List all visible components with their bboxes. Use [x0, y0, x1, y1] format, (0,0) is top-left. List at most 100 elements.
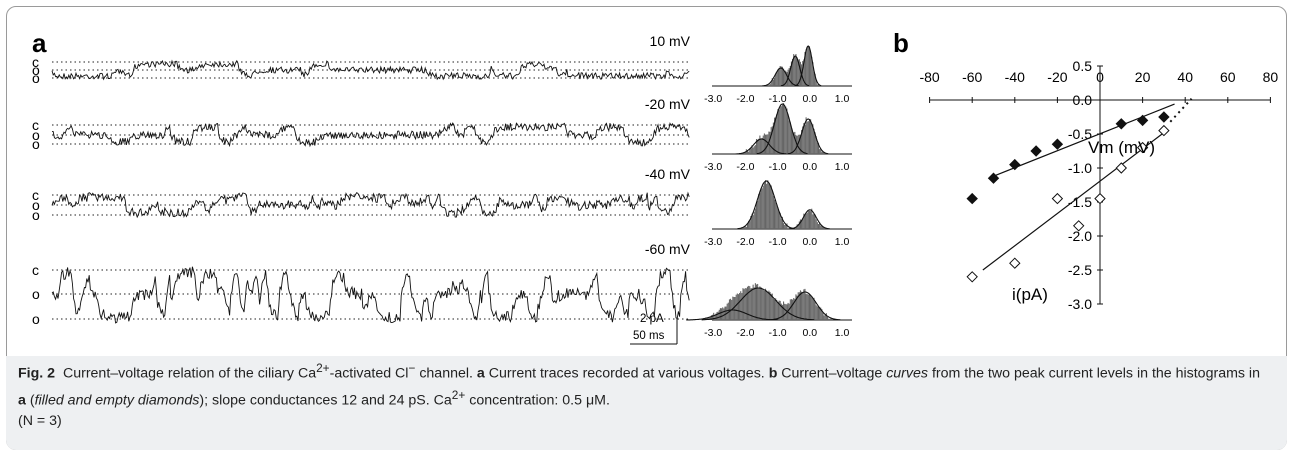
filled-diamond-point: [966, 192, 978, 205]
gaussian-fit: [756, 103, 808, 155]
scale-bar-current: 2 pA: [640, 313, 664, 325]
caption-text: (N = 3): [18, 413, 62, 430]
caption-text: channel.: [415, 365, 477, 382]
filled-diamond-point: [1136, 114, 1149, 127]
caption-text: Current traces recorded at various volta…: [484, 365, 769, 382]
histogram-tick-label: -3.0: [704, 236, 722, 248]
histogram-tick-label: -2.0: [736, 93, 754, 105]
histogram-tick-label: -1.0: [769, 161, 787, 173]
level-label: o: [32, 127, 40, 143]
filled-diamond-point: [1115, 118, 1128, 130]
gaussian-fit: [787, 118, 829, 155]
y-tick-label: -1.5: [1068, 194, 1092, 210]
current-trace: [51, 122, 690, 148]
empty-diamond-point: [1094, 192, 1106, 205]
level-label: o: [32, 207, 40, 223]
histogram-tick-label: -3.0: [704, 93, 722, 105]
caption-italic: curves: [886, 365, 928, 382]
x-tick-label: -60: [962, 69, 982, 85]
histogram-tick-label: -1.0: [769, 93, 787, 105]
y-tick-label: -1.0: [1068, 160, 1092, 176]
empty-diamond-point: [966, 271, 978, 283]
histogram-tick-label: 1.0: [835, 327, 850, 339]
y-tick-label: -3.0: [1068, 296, 1092, 312]
level-label: c: [32, 262, 39, 278]
empty-diamond-point: [1158, 124, 1170, 137]
x-tick-label: 20: [1135, 69, 1151, 85]
histogram-tick-label: 1.0: [835, 236, 850, 248]
filled-diamond-point: [1009, 158, 1021, 171]
trace-voltage-label: -60 mV: [645, 241, 691, 257]
caption-text: Current–voltage: [777, 365, 887, 382]
x-tick-label: -80: [919, 69, 939, 85]
level-label: o: [32, 136, 40, 152]
filled-diamond-point: [1030, 145, 1042, 157]
histogram-tick-label: 0.0: [802, 236, 817, 248]
caption-panel-ref: b: [768, 365, 778, 382]
gaussian-fit: [735, 138, 787, 155]
y-tick-label: 0.0: [1073, 92, 1093, 108]
caption-sup: 2+: [316, 361, 330, 375]
caption-italic: filled and empty diamonds: [34, 392, 200, 409]
y-tick-label: 0.5: [1073, 58, 1093, 74]
caption-text: -activated Cl: [329, 365, 409, 382]
gaussian-fit: [686, 309, 779, 321]
filled-diamond-point: [1051, 138, 1064, 150]
x-tick-label: 40: [1177, 69, 1193, 85]
level-label: c: [32, 54, 39, 70]
histogram-tick-label: -2.0: [736, 236, 754, 248]
level-label: c: [32, 117, 39, 133]
x-tick-label: 80: [1263, 69, 1279, 85]
caption-text: concentration: 0.5 μM.: [465, 392, 610, 409]
gaussian-fit: [737, 180, 795, 230]
caption-text: (: [25, 392, 35, 409]
trace-voltage-label: -40 mV: [645, 166, 691, 182]
x-tick-label: -40: [1005, 69, 1025, 85]
level-label: o: [32, 286, 40, 302]
fig-label: Fig. 2: [18, 365, 56, 382]
filled-diamond-point: [987, 172, 1000, 184]
histogram-tick-label: -1.0: [769, 327, 787, 339]
caption-panel-ref: a: [18, 392, 26, 409]
histogram-tick-label: 1.0: [835, 93, 850, 105]
level-label: o: [32, 197, 40, 213]
x-tick-label: -20: [1047, 69, 1067, 85]
scale-bar-time: 50 ms: [633, 330, 665, 342]
caption-background: [6, 356, 1287, 450]
caption-sup: −: [408, 361, 416, 375]
empty-diamond-point: [1136, 141, 1149, 154]
current-trace: [51, 266, 690, 324]
figure-caption: Fig. 2 Current–voltage relation of the c…: [18, 358, 1268, 432]
gaussian-fit: [780, 55, 810, 87]
trace-voltage-label: -20 mV: [645, 96, 691, 112]
histogram-tick-label: -3.0: [704, 161, 722, 173]
caption-text: Current–voltage relation of the ciliary …: [62, 365, 317, 382]
caption-text: ); slope conductances 12 and 24 pS. Ca: [199, 392, 452, 409]
caption-sup: 2+: [451, 387, 466, 402]
extrapolation-line: [1169, 97, 1193, 123]
level-label: o: [32, 311, 40, 327]
filled-diamond-point: [1158, 111, 1170, 123]
panel-a-label: a: [32, 28, 47, 58]
current-trace: [51, 191, 690, 219]
empty-diamond-point: [1072, 220, 1085, 232]
histogram-tick-label: -2.0: [736, 327, 754, 339]
level-label: o: [32, 70, 40, 86]
gaussian-fit: [794, 45, 822, 87]
histogram-tick-label: -3.0: [704, 327, 722, 339]
y-axis-label: i(pA): [1012, 285, 1048, 304]
histogram-tick-label: 0.0: [802, 93, 817, 105]
empty-diamond-point: [1051, 192, 1064, 205]
amplitude-histograms: -3.0 -2.0 -1.0 0.0 1.0 -3.0 -2.0 -1.0 0.0 1.0 -3.0…: [686, 45, 852, 339]
trace-voltage-label: 10 mV: [650, 33, 691, 49]
gaussian-fit: [768, 291, 841, 321]
level-label: c: [32, 187, 39, 203]
current-trace: [51, 59, 690, 81]
x-axis-label: Vm (mV): [1088, 138, 1155, 157]
level-label: o: [32, 62, 40, 78]
y-tick-label: -2.5: [1068, 262, 1092, 278]
fit-line: [993, 103, 1175, 177]
gaussian-fit: [762, 67, 800, 87]
iv-plot: -80 -60 -40 -20 0 20 40 60 80 0.5 0.0 -0.5 -1.0 -1.5 -…: [919, 58, 1278, 312]
